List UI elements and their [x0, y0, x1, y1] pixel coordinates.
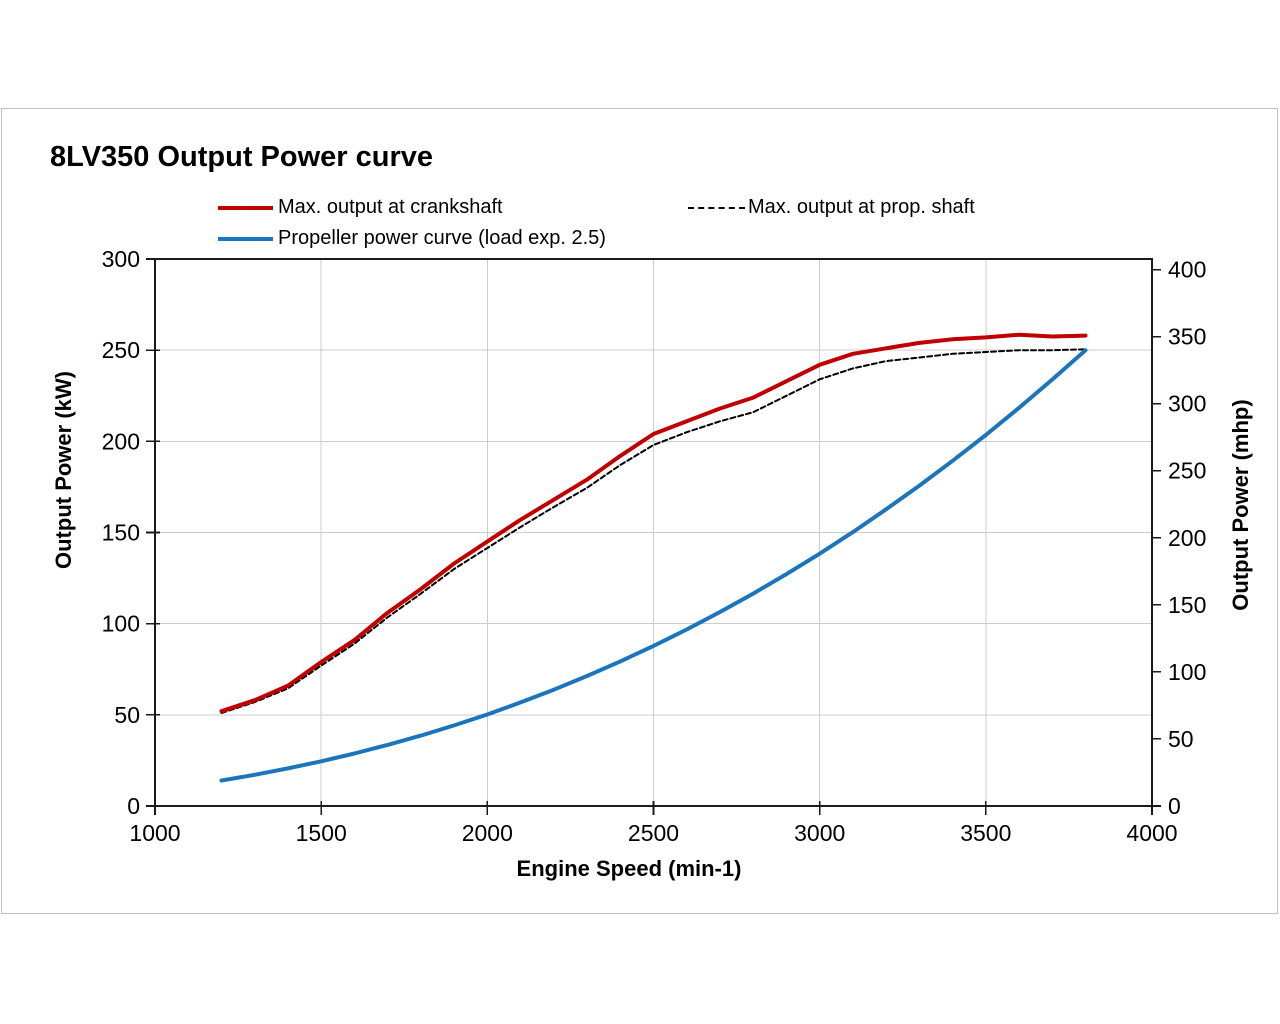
x-tick-label: 2500 [628, 820, 679, 846]
y-left-tick-label: 250 [102, 337, 140, 363]
legend-line-propeller [218, 237, 273, 241]
y-left-tick-label: 100 [102, 611, 140, 637]
x-axis-title: Engine Speed (min-1) [516, 856, 742, 881]
y-right-tick-label: 300 [1168, 391, 1206, 417]
x-tick-label: 4000 [1126, 820, 1177, 846]
x-tick-label: 2000 [462, 820, 513, 846]
y-right-tick-label: 0 [1168, 793, 1181, 819]
series-line-max-output-at-crankshaft [219, 332, 1088, 714]
chart-frame [1, 108, 1278, 914]
y-left-tick-label: 300 [102, 246, 140, 272]
y-right-tick-label: 350 [1168, 324, 1206, 350]
series-line-propeller-power-curve-load-exp-2-5 [219, 348, 1088, 783]
legend-label-prop-shaft: Max. output at prop. shaft [748, 196, 975, 218]
y-left-tick-label: 50 [114, 702, 140, 728]
y-right-tick-label: 250 [1168, 458, 1206, 484]
x-tick-label: 3500 [960, 820, 1011, 846]
y-right-tick-label: 150 [1168, 592, 1206, 618]
y-left-tick-label: 0 [127, 793, 140, 819]
y-right-tick-label: 400 [1168, 257, 1206, 283]
y-left-tick-label: 150 [102, 520, 140, 546]
legend-line-crankshaft [218, 206, 273, 210]
y-right-tick-label: 100 [1168, 659, 1206, 685]
x-tick-label: 1000 [129, 820, 180, 846]
x-tick-label: 1500 [296, 820, 347, 846]
legend-line-prop-shaft [688, 207, 745, 209]
legend-label-propeller: Propeller power curve (load exp. 2.5) [278, 227, 606, 249]
chart-title: 8LV350 Output Power curve [50, 141, 434, 173]
series-line-max-output-at-prop-shaft [220, 348, 1087, 714]
x-tick-label: 3000 [794, 820, 845, 846]
y-right-tick-label: 200 [1168, 525, 1206, 551]
legend-label-crankshaft: Max. output at crankshaft [278, 196, 503, 218]
y-left-tick-label: 200 [102, 428, 140, 454]
y-right-tick-label: 50 [1168, 726, 1194, 752]
